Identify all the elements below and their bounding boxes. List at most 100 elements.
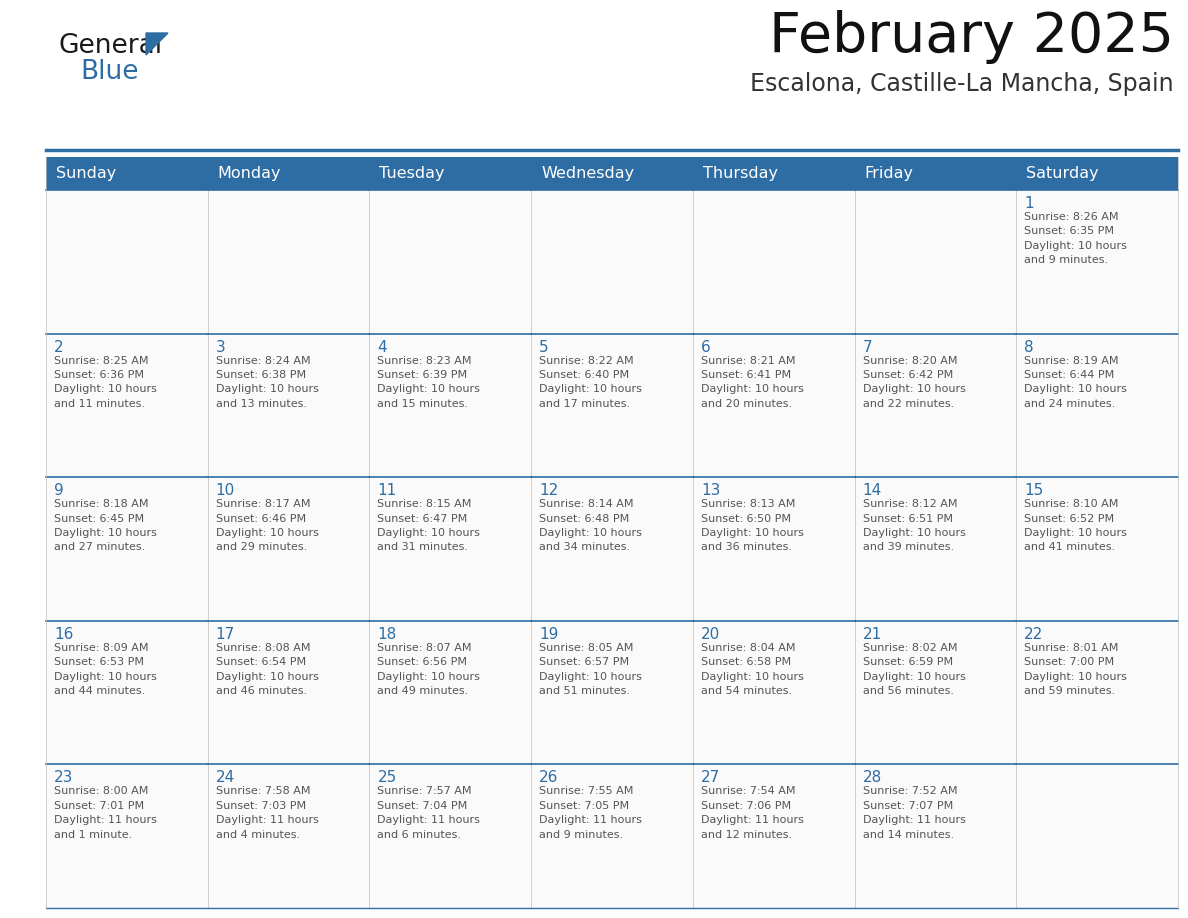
Text: Sunrise: 8:26 AM
Sunset: 6:35 PM
Daylight: 10 hours
and 9 minutes.: Sunrise: 8:26 AM Sunset: 6:35 PM Dayligh… [1024, 212, 1127, 265]
Text: Sunrise: 8:19 AM
Sunset: 6:44 PM
Daylight: 10 hours
and 24 minutes.: Sunrise: 8:19 AM Sunset: 6:44 PM Dayligh… [1024, 355, 1127, 409]
Bar [369, 621, 531, 765]
Text: Sunrise: 8:15 AM
Sunset: 6:47 PM
Daylight: 10 hours
and 31 minutes.: Sunrise: 8:15 AM Sunset: 6:47 PM Dayligh… [378, 499, 480, 553]
Bar [46, 477, 208, 621]
Text: Sunrise: 8:12 AM
Sunset: 6:51 PM
Daylight: 10 hours
and 39 minutes.: Sunrise: 8:12 AM Sunset: 6:51 PM Dayligh… [862, 499, 966, 553]
Bar [369, 477, 531, 621]
Bar [693, 765, 854, 908]
Bar [1016, 333, 1178, 477]
Text: 13: 13 [701, 483, 720, 498]
Text: 5: 5 [539, 340, 549, 354]
Text: 25: 25 [378, 770, 397, 786]
Bar [208, 477, 369, 621]
Bar [854, 190, 1016, 333]
Text: Sunrise: 8:02 AM
Sunset: 6:59 PM
Daylight: 10 hours
and 56 minutes.: Sunrise: 8:02 AM Sunset: 6:59 PM Dayligh… [862, 643, 966, 696]
Text: Sunrise: 8:23 AM
Sunset: 6:39 PM
Daylight: 10 hours
and 15 minutes.: Sunrise: 8:23 AM Sunset: 6:39 PM Dayligh… [378, 355, 480, 409]
Text: Sunrise: 8:20 AM
Sunset: 6:42 PM
Daylight: 10 hours
and 22 minutes.: Sunrise: 8:20 AM Sunset: 6:42 PM Dayligh… [862, 355, 966, 409]
Text: Sunrise: 8:07 AM
Sunset: 6:56 PM
Daylight: 10 hours
and 49 minutes.: Sunrise: 8:07 AM Sunset: 6:56 PM Dayligh… [378, 643, 480, 696]
Text: Sunday: Sunday [56, 166, 116, 181]
Text: Sunrise: 8:24 AM
Sunset: 6:38 PM
Daylight: 10 hours
and 13 minutes.: Sunrise: 8:24 AM Sunset: 6:38 PM Dayligh… [216, 355, 318, 409]
Text: Friday: Friday [865, 166, 914, 181]
Text: 28: 28 [862, 770, 881, 786]
Text: 26: 26 [539, 770, 558, 786]
Polygon shape [146, 33, 168, 55]
Bar [531, 477, 693, 621]
Text: Sunrise: 7:52 AM
Sunset: 7:07 PM
Daylight: 11 hours
and 14 minutes.: Sunrise: 7:52 AM Sunset: 7:07 PM Dayligh… [862, 787, 966, 840]
Bar [531, 765, 693, 908]
Bar [46, 333, 208, 477]
Text: 9: 9 [53, 483, 64, 498]
Text: Blue: Blue [80, 59, 139, 85]
Bar [854, 621, 1016, 765]
Text: Sunrise: 8:21 AM
Sunset: 6:41 PM
Daylight: 10 hours
and 20 minutes.: Sunrise: 8:21 AM Sunset: 6:41 PM Dayligh… [701, 355, 804, 409]
Bar [369, 765, 531, 908]
Bar [369, 333, 531, 477]
Bar [531, 190, 693, 333]
Bar [208, 765, 369, 908]
Bar [369, 190, 531, 333]
Text: 18: 18 [378, 627, 397, 642]
Text: 15: 15 [1024, 483, 1043, 498]
Text: 14: 14 [862, 483, 881, 498]
Text: 12: 12 [539, 483, 558, 498]
Bar [208, 190, 369, 333]
Text: Escalona, Castille-La Mancha, Spain: Escalona, Castille-La Mancha, Spain [751, 72, 1174, 96]
Text: General: General [58, 33, 162, 59]
Text: 16: 16 [53, 627, 74, 642]
Bar [1016, 621, 1178, 765]
Bar [1016, 190, 1178, 333]
Text: February 2025: February 2025 [769, 10, 1174, 64]
Bar [531, 621, 693, 765]
Bar [693, 190, 854, 333]
Text: 19: 19 [539, 627, 558, 642]
Text: Sunrise: 8:25 AM
Sunset: 6:36 PM
Daylight: 10 hours
and 11 minutes.: Sunrise: 8:25 AM Sunset: 6:36 PM Dayligh… [53, 355, 157, 409]
Bar [46, 765, 208, 908]
Text: Saturday: Saturday [1026, 166, 1099, 181]
Text: Tuesday: Tuesday [379, 166, 446, 181]
Bar [531, 333, 693, 477]
Text: Sunrise: 8:18 AM
Sunset: 6:45 PM
Daylight: 10 hours
and 27 minutes.: Sunrise: 8:18 AM Sunset: 6:45 PM Dayligh… [53, 499, 157, 553]
Bar [693, 477, 854, 621]
Text: 4: 4 [378, 340, 387, 354]
Text: 22: 22 [1024, 627, 1043, 642]
Bar [854, 765, 1016, 908]
Bar [208, 333, 369, 477]
Bar [854, 477, 1016, 621]
Text: Sunrise: 7:54 AM
Sunset: 7:06 PM
Daylight: 11 hours
and 12 minutes.: Sunrise: 7:54 AM Sunset: 7:06 PM Dayligh… [701, 787, 804, 840]
Text: Sunrise: 8:14 AM
Sunset: 6:48 PM
Daylight: 10 hours
and 34 minutes.: Sunrise: 8:14 AM Sunset: 6:48 PM Dayligh… [539, 499, 642, 553]
Bar [208, 621, 369, 765]
Text: Sunrise: 8:00 AM
Sunset: 7:01 PM
Daylight: 11 hours
and 1 minute.: Sunrise: 8:00 AM Sunset: 7:01 PM Dayligh… [53, 787, 157, 840]
Text: 2: 2 [53, 340, 64, 354]
Text: Sunrise: 7:58 AM
Sunset: 7:03 PM
Daylight: 11 hours
and 4 minutes.: Sunrise: 7:58 AM Sunset: 7:03 PM Dayligh… [216, 787, 318, 840]
Text: 17: 17 [216, 627, 235, 642]
Text: 6: 6 [701, 340, 710, 354]
Text: Sunrise: 8:13 AM
Sunset: 6:50 PM
Daylight: 10 hours
and 36 minutes.: Sunrise: 8:13 AM Sunset: 6:50 PM Dayligh… [701, 499, 804, 553]
Text: 24: 24 [216, 770, 235, 786]
Text: 27: 27 [701, 770, 720, 786]
Text: 10: 10 [216, 483, 235, 498]
Bar [46, 621, 208, 765]
Text: 20: 20 [701, 627, 720, 642]
Text: Sunrise: 8:05 AM
Sunset: 6:57 PM
Daylight: 10 hours
and 51 minutes.: Sunrise: 8:05 AM Sunset: 6:57 PM Dayligh… [539, 643, 642, 696]
Bar [693, 333, 854, 477]
Text: 11: 11 [378, 483, 397, 498]
Bar [693, 621, 854, 765]
Text: 8: 8 [1024, 340, 1034, 354]
Text: Sunrise: 8:08 AM
Sunset: 6:54 PM
Daylight: 10 hours
and 46 minutes.: Sunrise: 8:08 AM Sunset: 6:54 PM Dayligh… [216, 643, 318, 696]
Text: Sunrise: 8:22 AM
Sunset: 6:40 PM
Daylight: 10 hours
and 17 minutes.: Sunrise: 8:22 AM Sunset: 6:40 PM Dayligh… [539, 355, 642, 409]
Text: Wednesday: Wednesday [542, 166, 634, 181]
Bar [1016, 477, 1178, 621]
Text: Sunrise: 7:55 AM
Sunset: 7:05 PM
Daylight: 11 hours
and 9 minutes.: Sunrise: 7:55 AM Sunset: 7:05 PM Dayligh… [539, 787, 642, 840]
Text: Sunrise: 8:17 AM
Sunset: 6:46 PM
Daylight: 10 hours
and 29 minutes.: Sunrise: 8:17 AM Sunset: 6:46 PM Dayligh… [216, 499, 318, 553]
Text: Sunrise: 7:57 AM
Sunset: 7:04 PM
Daylight: 11 hours
and 6 minutes.: Sunrise: 7:57 AM Sunset: 7:04 PM Dayligh… [378, 787, 480, 840]
Bar [46, 157, 1178, 190]
Bar [1016, 765, 1178, 908]
Text: 21: 21 [862, 627, 881, 642]
Text: Thursday: Thursday [703, 166, 778, 181]
Text: 7: 7 [862, 340, 872, 354]
Bar [854, 333, 1016, 477]
Text: Sunrise: 8:09 AM
Sunset: 6:53 PM
Daylight: 10 hours
and 44 minutes.: Sunrise: 8:09 AM Sunset: 6:53 PM Dayligh… [53, 643, 157, 696]
Text: Sunrise: 8:10 AM
Sunset: 6:52 PM
Daylight: 10 hours
and 41 minutes.: Sunrise: 8:10 AM Sunset: 6:52 PM Dayligh… [1024, 499, 1127, 553]
Text: 3: 3 [216, 340, 226, 354]
Text: 23: 23 [53, 770, 74, 786]
Text: Monday: Monday [217, 166, 282, 181]
